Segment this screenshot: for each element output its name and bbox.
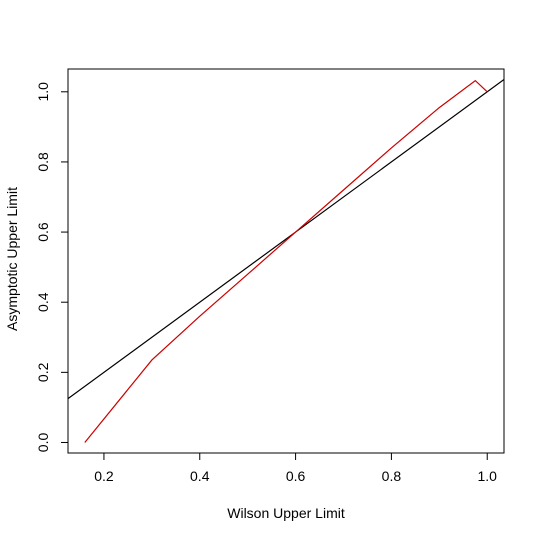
y-tick-label: 1.0: [35, 82, 51, 102]
reference-line: [68, 79, 504, 400]
x-axis-title: Wilson Upper Limit: [227, 505, 345, 521]
series-layer: [68, 79, 504, 443]
y-axis-title: Asymptotic Upper Limit: [4, 187, 20, 331]
y-tick-label: 0.8: [35, 152, 51, 172]
x-tick-label: 0.6: [286, 468, 306, 484]
axes: 0.2 0.4 0.6 0.8 1.0 0.0 0.2 0.4 0.6 0.8 1.0: [35, 68, 505, 484]
y-tick-label: 0.0: [35, 433, 51, 453]
y-tick-label: 0.6: [35, 222, 51, 242]
x-tick-label: 0.4: [190, 468, 210, 484]
y-tick-label: 0.4: [35, 292, 51, 312]
x-tick-label: 0.8: [382, 468, 402, 484]
y-tick-label: 0.2: [35, 362, 51, 382]
plot-frame: [67, 68, 505, 454]
x-tick-label: 1.0: [477, 468, 497, 484]
series-line: [84, 79, 488, 443]
x-tick-label: 0.2: [94, 468, 114, 484]
